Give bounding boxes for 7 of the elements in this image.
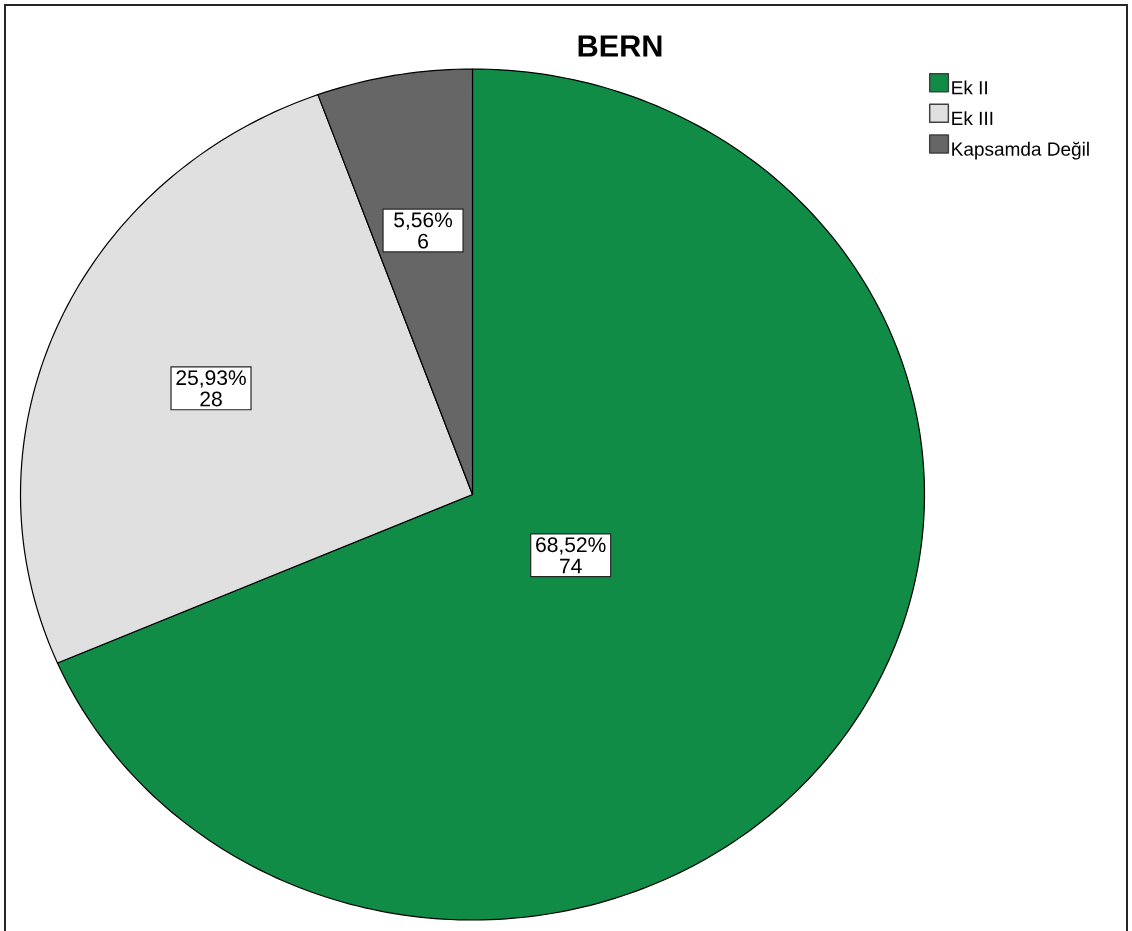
chart-title: BERN [578,35,662,57]
data-label: 5,56% 6 [394,212,453,249]
legend-label: Ek III [952,111,993,125]
data-label: 25,93% 28 [176,370,246,407]
data-label: 68,52% 74 [536,537,606,574]
legend-label: Kapsamda Değil [952,141,1089,160]
legend-label: Ek II [952,80,987,95]
